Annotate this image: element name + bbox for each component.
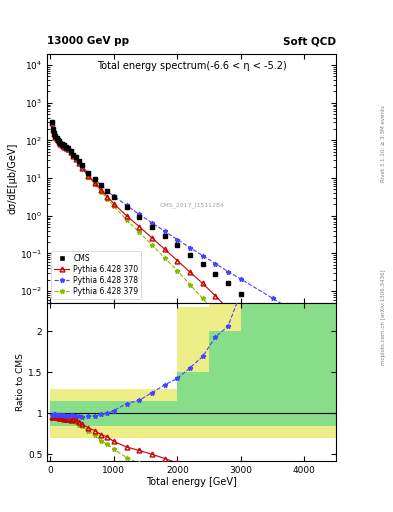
CMS: [73, 154, 78, 160]
Text: Rivet 3.1.10; ≥ 3.3M events: Rivet 3.1.10; ≥ 3.3M events: [381, 105, 386, 182]
CMS: [175, 242, 180, 248]
CMS: [137, 214, 141, 220]
CMS: [77, 158, 81, 164]
Text: Total energy spectrum(-6.6 < η < -5.2): Total energy spectrum(-6.6 < η < -5.2): [97, 61, 286, 71]
Text: mcplots.cern.ch [arXiv:1306.3436]: mcplots.cern.ch [arXiv:1306.3436]: [381, 270, 386, 365]
CMS: [57, 138, 62, 144]
CMS: [53, 133, 58, 139]
CMS: [124, 204, 129, 210]
CMS: [270, 312, 275, 318]
CMS: [150, 223, 154, 229]
Line: CMS: CMS: [49, 119, 332, 360]
CMS: [213, 271, 218, 278]
Text: Soft QCD: Soft QCD: [283, 36, 336, 46]
CMS: [105, 188, 110, 194]
CMS: [62, 142, 67, 148]
CMS: [327, 355, 332, 361]
CMS: [112, 194, 116, 200]
CMS: [200, 261, 205, 267]
CMS: [51, 126, 55, 132]
CMS: [54, 135, 59, 141]
CMS: [61, 141, 65, 147]
Text: CMS_2017_I1511284: CMS_2017_I1511284: [159, 202, 224, 208]
CMS: [68, 148, 73, 154]
CMS: [162, 233, 167, 239]
CMS: [64, 144, 68, 150]
CMS: [58, 139, 63, 145]
Y-axis label: Ratio to CMS: Ratio to CMS: [16, 353, 25, 411]
CMS: [49, 119, 54, 125]
CMS: [99, 182, 103, 188]
CMS: [80, 162, 84, 168]
X-axis label: Total energy [GeV]: Total energy [GeV]: [146, 477, 237, 487]
Legend: CMS, Pythia 6.428 370, Pythia 6.428 378, Pythia 6.428 379: CMS, Pythia 6.428 370, Pythia 6.428 378,…: [51, 251, 141, 298]
CMS: [302, 334, 307, 340]
CMS: [59, 141, 64, 147]
CMS: [239, 291, 243, 297]
CMS: [71, 152, 75, 158]
CMS: [66, 145, 70, 152]
CMS: [92, 176, 97, 182]
CMS: [226, 281, 230, 287]
CMS: [52, 130, 57, 136]
CMS: [55, 137, 60, 143]
Text: 13000 GeV pp: 13000 GeV pp: [47, 36, 129, 46]
Y-axis label: dσ/dE[µb/GeV]: dσ/dE[µb/GeV]: [7, 142, 17, 214]
CMS: [187, 252, 192, 258]
CMS: [86, 169, 91, 176]
